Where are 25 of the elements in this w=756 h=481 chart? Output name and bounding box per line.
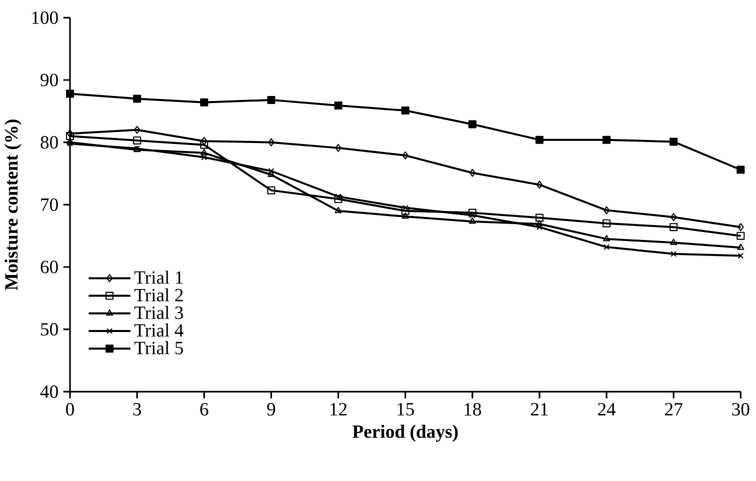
legend-label: Trial 3: [134, 306, 183, 320]
x-tick-label: 0: [66, 403, 74, 416]
x-tick-label: 18: [464, 403, 482, 416]
y-tick-label: 100: [32, 11, 58, 24]
x-tick-label: 6: [200, 403, 208, 416]
legend-label: Trial 4: [134, 324, 184, 337]
x-tick-label: 21: [530, 403, 548, 416]
x-tick-label: 27: [665, 403, 682, 416]
y-tick-label: 90: [40, 74, 58, 86]
y-tick-label: 80: [40, 136, 58, 149]
y-axis-title: Moisture content (%): [4, 120, 22, 290]
x-tick-label: 9: [267, 403, 276, 416]
x-tick-label: 15: [398, 403, 414, 416]
x-tick-label: 3: [133, 403, 142, 416]
legend-label: Trial 2: [134, 288, 183, 302]
y-tick-label: 50: [41, 323, 58, 336]
legend-label: Trial 5: [134, 341, 183, 354]
x-tick-label: 12: [330, 403, 347, 416]
y-tick-label: 40: [40, 385, 58, 398]
y-tick-label: 60: [40, 260, 58, 274]
legend-label: Trial 1: [134, 270, 183, 284]
x-tick-label: 30: [732, 403, 750, 416]
y-tick-label: 70: [41, 198, 58, 211]
x-axis-title: Period (days): [352, 424, 458, 442]
x-tick-label: 24: [598, 403, 616, 416]
